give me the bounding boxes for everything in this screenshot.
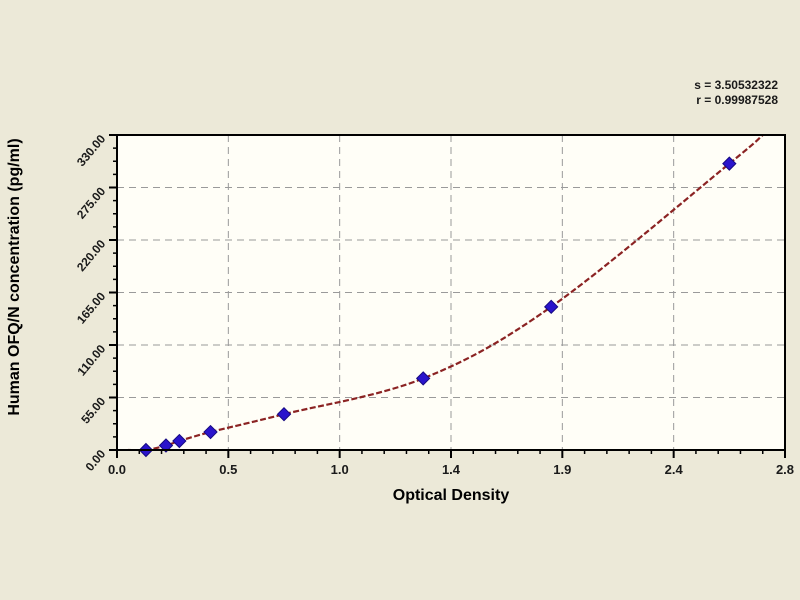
y-tick-label: 330.00 — [74, 132, 109, 169]
x-tick-label: 2.8 — [776, 462, 794, 477]
fit-s-value: s = 3.50532322 — [694, 78, 778, 92]
data-point-marker — [172, 433, 187, 449]
fit-r-value: r = 0.99987528 — [696, 93, 778, 107]
y-tick-label: 275.00 — [74, 184, 109, 221]
x-axis-title: Optical Density — [392, 487, 510, 504]
y-tick-label: 165.00 — [74, 289, 109, 326]
x-tick-label: 0.5 — [219, 462, 237, 477]
x-tick-label: 1.0 — [331, 462, 349, 477]
data-point-marker — [543, 299, 559, 315]
data-point-marker — [276, 406, 292, 422]
fit-statistics: s = 3.50532322 r = 0.99987528 — [694, 78, 778, 108]
x-tick-label: 1.4 — [442, 462, 461, 477]
data-point-marker — [415, 371, 431, 386]
y-tick-label: 0.00 — [83, 447, 109, 474]
x-tick-label: 0.0 — [108, 462, 126, 477]
x-tick-label: 2.4 — [665, 462, 684, 477]
y-tick-label: 220.00 — [74, 237, 109, 274]
data-point-marker — [203, 424, 218, 440]
data-point-marker — [158, 438, 174, 453]
y-tick-label: 110.00 — [74, 342, 108, 379]
y-tick-label: 55.00 — [78, 394, 108, 426]
x-tick-label: 1.9 — [553, 462, 571, 477]
data-point-marker — [722, 156, 737, 171]
